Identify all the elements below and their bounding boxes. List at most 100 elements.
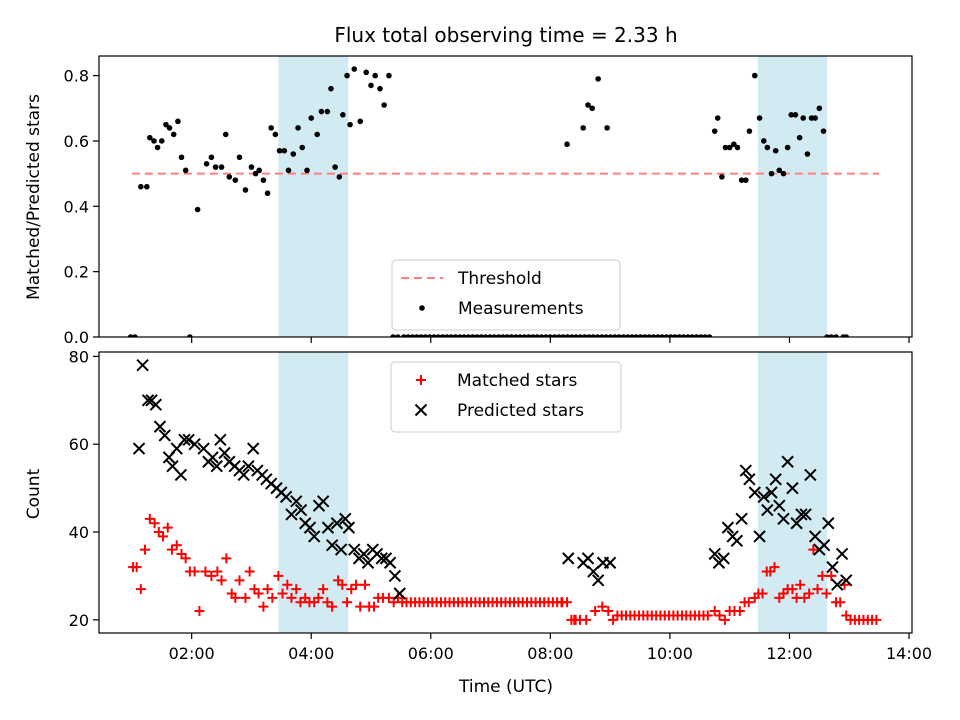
predicted-star-point (761, 503, 774, 517)
measurement-point (465, 334, 472, 337)
predicted-star-point (214, 433, 227, 447)
measurement-point (564, 141, 570, 148)
predicted-star-point (721, 521, 735, 534)
y-tick-label: 0.4 (64, 197, 89, 216)
matched-star-point (719, 614, 730, 625)
predicted-star-point (757, 490, 770, 504)
measurement-point (409, 334, 416, 337)
measurement-point (457, 334, 463, 337)
measurement-point (760, 138, 767, 144)
measurement-point (680, 334, 687, 337)
matched-star-point (157, 531, 168, 542)
matched-star-point (277, 588, 288, 599)
predicted-star-point (753, 530, 766, 543)
predicted-star-point (158, 429, 171, 442)
measurement-point (547, 334, 554, 337)
legend-entry-label: Threshold (457, 269, 542, 289)
measurement-point (469, 334, 476, 337)
measurement-point (203, 161, 210, 167)
measurement-point (776, 167, 783, 174)
matched-star-point (286, 592, 297, 603)
measurement-point (232, 177, 239, 183)
predicted-star-point (804, 468, 817, 482)
measurement-point (132, 334, 138, 337)
measurement-point (543, 334, 549, 337)
measurement-point (764, 144, 771, 151)
measurement-point (824, 334, 830, 337)
predicted-star-point (247, 442, 260, 455)
measurement-point (368, 82, 374, 89)
measurement-point (581, 334, 588, 337)
measurement-point (138, 183, 144, 190)
measurement-point (290, 151, 297, 157)
measurement-point (616, 334, 622, 337)
measurement-point (646, 334, 653, 337)
predicted-star-point (321, 521, 335, 534)
top-panel: 0.0 0.2 0.4 0.6 0.8 Threshold Measurements (64, 55, 913, 347)
bottom-panel: 20 40 60 80 02:00 04:00 06:00 08:00 10:00 12:00 14… (69, 347, 932, 663)
x-tick-label: 14:00 (886, 644, 932, 663)
predicted-star-point (237, 468, 250, 482)
matched-star-point (812, 584, 823, 595)
x-tick-label: 02:00 (169, 644, 215, 663)
matched-star-point (166, 544, 177, 555)
measurement-point (487, 334, 493, 337)
predicted-star-point (795, 508, 808, 521)
measurement-point (512, 334, 519, 337)
matched-star-point (808, 544, 819, 555)
measurement-point (624, 334, 631, 337)
y-tick-label: 40 (69, 523, 89, 542)
measurement-point (276, 147, 283, 154)
predicted-star-point (348, 543, 361, 556)
measurement-point (726, 144, 733, 151)
matched-star-point (351, 579, 362, 590)
measurement-point (663, 334, 670, 337)
measurement-point (478, 334, 485, 337)
predicted-star-point (735, 512, 748, 526)
x-tick-label: 10:00 (647, 644, 693, 663)
matched-star-point (871, 614, 882, 625)
y-tick-label: 0.6 (64, 132, 89, 151)
matched-star-point (262, 584, 273, 595)
matched-star-point (135, 584, 146, 595)
measurement-point (525, 334, 532, 337)
measurement-point (390, 334, 396, 337)
matched-star-point (355, 601, 366, 612)
matched-star-point (769, 562, 780, 573)
measurement-point (594, 334, 601, 337)
measurement-point (820, 128, 827, 134)
predicted-star-point (388, 569, 402, 583)
matched-star-point (180, 553, 191, 564)
measurement-point (482, 334, 489, 337)
measurement-point (242, 187, 249, 193)
matched-star-point (383, 592, 394, 603)
matched-star-point (189, 566, 200, 577)
measurement-point (560, 334, 566, 337)
predicted-star-point (206, 451, 219, 464)
measurement-point (620, 334, 627, 337)
measurement-point (452, 334, 459, 337)
measurement-point (381, 102, 387, 108)
measurement-point (843, 334, 850, 337)
measurement-point (340, 112, 346, 118)
measurement-point (147, 134, 153, 141)
measurement-point (521, 334, 528, 337)
matched-star-point (826, 570, 837, 581)
predicted-star-point (342, 521, 356, 534)
predicted-star-point (188, 437, 201, 451)
predicted-star-point (174, 468, 188, 482)
matched-star-point (702, 610, 713, 621)
matched-star-point (216, 575, 227, 586)
measurement-point (586, 334, 592, 337)
measurement-point (285, 167, 292, 174)
predicted-star-point (136, 358, 149, 372)
predicted-star-point (730, 534, 744, 548)
measurement-point (667, 334, 674, 337)
measurement-point (127, 334, 134, 337)
predicted-star-point (393, 587, 406, 600)
measurement-point (564, 334, 571, 337)
measurement-point (573, 334, 579, 337)
measurement-point (439, 334, 446, 337)
legend-bottom: Matched stars Predicted stars (390, 361, 622, 433)
